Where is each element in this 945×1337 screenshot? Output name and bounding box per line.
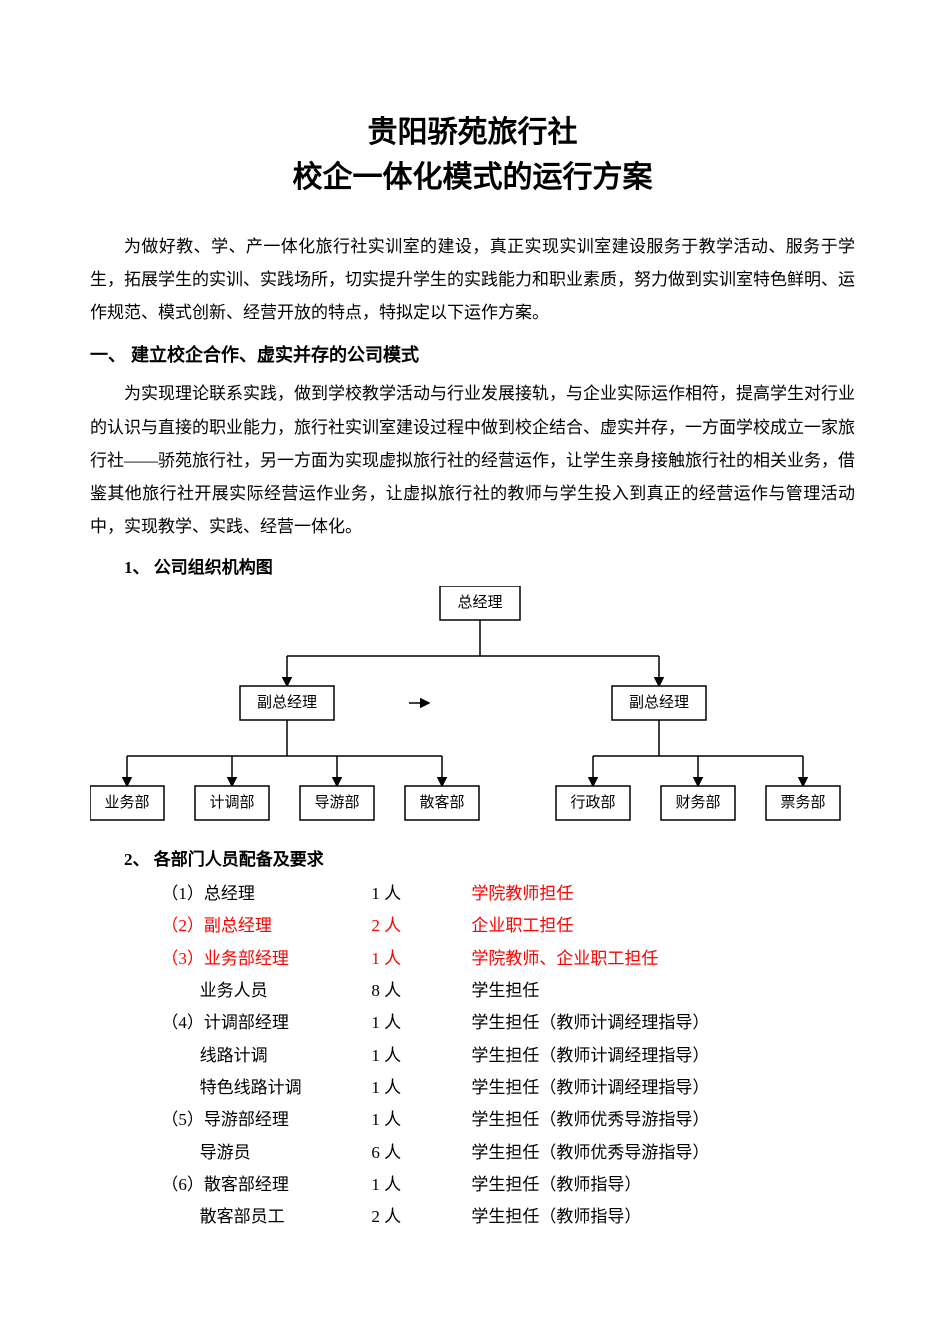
staffing-role: 散客部员工	[161, 1201, 371, 1233]
staffing-role: （2）副总经理	[161, 910, 371, 942]
staffing-role: 业务人员	[161, 975, 371, 1007]
vp2-label: 副总经理	[629, 694, 689, 711]
staffing-role: （6）散客部经理	[161, 1169, 371, 1201]
staffing-row: （1）总经理1 人学院教师担任	[161, 878, 855, 910]
dept-ticket-label: 票务部	[780, 794, 825, 811]
staffing-count: 1 人	[371, 1104, 471, 1136]
title-line-2: 校企一体化模式的运行方案	[90, 155, 855, 200]
staffing-row: （5）导游部经理1 人学生担任（教师优秀导游指导）	[161, 1104, 855, 1136]
gm-label: 总经理	[457, 594, 502, 611]
staffing-row: 特色线路计调1 人学生担任（教师计调经理指导）	[161, 1072, 855, 1104]
staffing-note: 企业职工担任	[471, 910, 855, 942]
staffing-count: 8 人	[371, 975, 471, 1007]
dept-finance-label: 财务部	[675, 794, 720, 811]
section-1-heading: 一、 建立校企合作、虚实并存的公司模式	[90, 341, 855, 367]
org-chart-diagram: 总经理副总经理 副总经理业务部 计调部 导游部 散客部 行政部 财务部 票务部	[90, 586, 870, 835]
dept-business-label: 业务部	[104, 794, 149, 811]
section-1-paragraph: 为实现理论联系实践，做到学校教学活动与行业发展接轨，与企业实际运作相符，提高学生…	[90, 377, 855, 543]
staffing-row: （4）计调部经理1 人学生担任（教师计调经理指导）	[161, 1007, 855, 1039]
staffing-table: （1）总经理1 人学院教师担任（2）副总经理2 人企业职工担任（3）业务部经理1…	[161, 878, 855, 1233]
staffing-role: （5）导游部经理	[161, 1104, 371, 1136]
title-line-1: 贵阳骄苑旅行社	[90, 110, 855, 155]
staffing-role: （4）计调部经理	[161, 1007, 371, 1039]
staffing-row: 线路计调1 人学生担任（教师计调经理指导）	[161, 1040, 855, 1072]
staffing-role: （1）总经理	[161, 878, 371, 910]
staffing-count: 6 人	[371, 1137, 471, 1169]
dept-individual-label: 散客部	[419, 794, 464, 811]
staffing-role: 导游员	[161, 1137, 371, 1169]
staffing-count: 2 人	[371, 1201, 471, 1233]
staffing-role: 线路计调	[161, 1040, 371, 1072]
document-title: 贵阳骄苑旅行社 校企一体化模式的运行方案	[90, 110, 855, 200]
staffing-count: 1 人	[371, 943, 471, 975]
staffing-note: 学生担任（教师指导）	[471, 1169, 855, 1201]
staffing-row: 散客部员工2 人学生担任（教师指导）	[161, 1201, 855, 1233]
dept-planning-label: 计调部	[209, 794, 254, 811]
staffing-heading: 2、 各部门人员配备及要求	[124, 845, 855, 870]
staffing-count: 1 人	[371, 1169, 471, 1201]
org-chart-svg: 总经理副总经理 副总经理业务部 计调部 导游部 散客部 行政部 财务部 票务部	[90, 586, 850, 830]
staffing-row: （6）散客部经理1 人学生担任（教师指导）	[161, 1169, 855, 1201]
staffing-note: 学生担任（教师计调经理指导）	[471, 1072, 855, 1104]
staffing-note: 学生担任（教师优秀导游指导）	[471, 1137, 855, 1169]
staffing-count: 1 人	[371, 1040, 471, 1072]
staffing-note: 学生担任（教师指导）	[471, 1201, 855, 1233]
dept-guide-label: 导游部	[314, 794, 359, 811]
orgchart-heading: 1、 公司组织机构图	[124, 553, 855, 578]
vp1-label: 副总经理	[257, 694, 317, 711]
staffing-count: 1 人	[371, 878, 471, 910]
staffing-note: 学生担任（教师计调经理指导）	[471, 1007, 855, 1039]
staffing-row: 业务人员8 人学生担任	[161, 975, 855, 1007]
staffing-role: 特色线路计调	[161, 1072, 371, 1104]
staffing-row: （2）副总经理2 人企业职工担任	[161, 910, 855, 942]
staffing-count: 2 人	[371, 910, 471, 942]
intro-paragraph: 为做好教、学、产一体化旅行社实训室的建设，真正实现实训室建设服务于教学活动、服务…	[90, 230, 855, 329]
staffing-note: 学院教师、企业职工担任	[471, 943, 855, 975]
staffing-note: 学院教师担任	[471, 878, 855, 910]
staffing-note: 学生担任（教师计调经理指导）	[471, 1040, 855, 1072]
dept-admin-label: 行政部	[570, 794, 615, 811]
staffing-count: 1 人	[371, 1072, 471, 1104]
staffing-note: 学生担任（教师优秀导游指导）	[471, 1104, 855, 1136]
staffing-role: （3）业务部经理	[161, 943, 371, 975]
staffing-row: （3）业务部经理1 人学院教师、企业职工担任	[161, 943, 855, 975]
staffing-count: 1 人	[371, 1007, 471, 1039]
staffing-note: 学生担任	[471, 975, 855, 1007]
staffing-row: 导游员6 人学生担任（教师优秀导游指导）	[161, 1137, 855, 1169]
